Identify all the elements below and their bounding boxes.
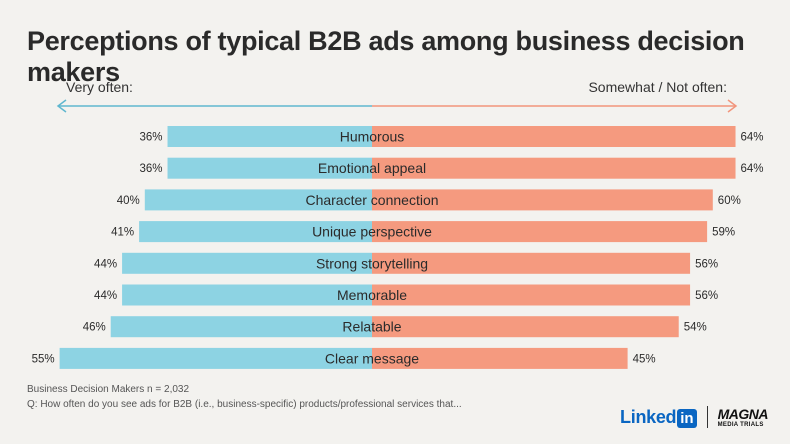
logos: Linked in MAGNA MEDIA TRIALS (620, 404, 769, 430)
bar-not-often (372, 221, 708, 243)
bar-very-often (167, 157, 372, 179)
value-label-very-often: 41% (111, 227, 134, 239)
category-label: Memorable (337, 287, 407, 303)
category-label: Relatable (342, 319, 401, 335)
bar-very-often (59, 347, 372, 369)
category-label: Emotional appeal (318, 160, 426, 176)
bar-row: 41% 59% Unique perspective (111, 221, 735, 243)
bar-very-often (167, 126, 372, 147)
bar-not-often (372, 126, 736, 147)
value-label-not-often: 54% (684, 322, 707, 334)
bar-row: 44% 56% Strong storytelling (94, 252, 718, 274)
value-label-not-often: 45% (633, 353, 656, 365)
magna-logo-bottom: MEDIA TRIALS (717, 421, 764, 428)
bar-very-often (144, 189, 372, 211)
very-often-label: Very often: (66, 79, 133, 95)
magna-logo: MAGNA MEDIA TRIALS (717, 405, 769, 428)
linkedin-logo-box: in (677, 408, 697, 428)
bar-row: 36% 64% Humorous (139, 126, 764, 147)
bar-very-often (122, 284, 372, 306)
question-note: Q: How often do you see ads for B2B (i.e… (27, 399, 462, 410)
category-label: Clear message (325, 350, 419, 366)
category-label: Strong storytelling (316, 255, 428, 271)
category-label: Unique perspective (312, 224, 432, 240)
value-label-not-often: 56% (695, 290, 718, 302)
value-label-very-often: 55% (32, 353, 55, 365)
bar-row: 46% 54% Relatable (83, 316, 707, 338)
value-label-very-often: 44% (94, 290, 117, 302)
magna-logo-top: MAGNA (717, 405, 769, 422)
category-label: Humorous (340, 129, 405, 145)
bar-not-often (372, 284, 691, 306)
chart-title: Perceptions of typical B2B ads among bus… (27, 26, 745, 87)
bar-not-often (372, 347, 628, 369)
bar-row: 40% 60% Character connection (117, 189, 741, 211)
logo-divider (706, 406, 708, 428)
bar-row: 36% 64% Emotional appeal (139, 157, 764, 179)
bar-very-often (110, 316, 372, 338)
bar-not-often (372, 189, 713, 211)
bar-very-often (139, 221, 372, 243)
value-label-very-often: 46% (83, 322, 106, 334)
bar-not-often (372, 252, 691, 274)
value-label-very-often: 44% (94, 258, 117, 270)
bar-row: 55% 45% Clear message (32, 347, 656, 369)
value-label-not-often: 64% (741, 163, 764, 175)
value-label-not-often: 64% (741, 132, 764, 144)
value-label-very-often: 40% (117, 195, 140, 207)
bar-not-often (372, 157, 736, 179)
value-label-very-often: 36% (139, 163, 162, 175)
linkedin-logo-text: Linked (620, 406, 677, 427)
value-label-very-often: 36% (139, 132, 162, 144)
category-label: Character connection (305, 192, 438, 208)
not-often-label: Somewhat / Not often: (588, 79, 727, 95)
left-arrow-icon (56, 99, 372, 113)
bar-row: 44% 56% Memorable (94, 284, 718, 306)
value-label-not-often: 60% (718, 195, 741, 207)
value-label-not-often: 56% (695, 258, 718, 270)
value-label-not-often: 59% (712, 227, 735, 239)
linkedin-logo: Linked in (620, 407, 697, 428)
right-arrow-icon (372, 99, 738, 113)
sample-size-note: Business Decision Makers n = 2,032 (27, 384, 190, 395)
bar-not-often (372, 316, 679, 338)
bar-very-often (122, 252, 372, 274)
